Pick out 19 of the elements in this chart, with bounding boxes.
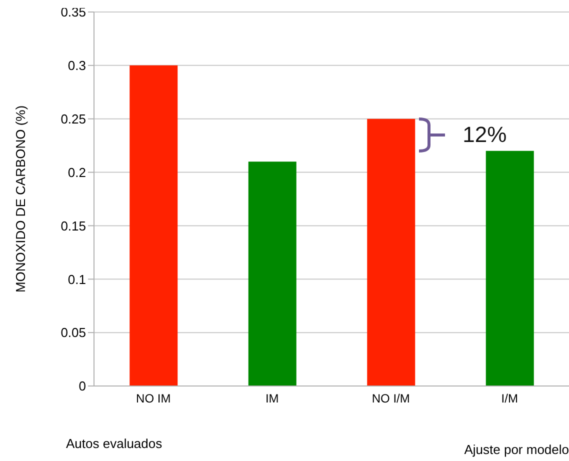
- y-tick-label: 0.25: [60, 111, 86, 126]
- text: Ajuste por modelo: [464, 442, 569, 457]
- annotation: 12%: [462, 122, 507, 148]
- y-tick-label: 0.15: [60, 218, 86, 234]
- bar: [367, 118, 416, 386]
- bar: [130, 65, 178, 386]
- y-axis-title: MONOXIDO DE CARBONO (%): [13, 105, 28, 293]
- x-tick-label: NO IM: [136, 392, 171, 406]
- bar: [248, 162, 296, 386]
- bar: [486, 150, 534, 386]
- text: Autos evaluados: [66, 436, 162, 451]
- x-tick-label: IM: [265, 392, 279, 406]
- y-tick-label: 0.3: [68, 58, 86, 74]
- y-tick-label: 0.05: [60, 325, 86, 340]
- x-tick-label: I/M: [501, 392, 518, 406]
- x-tick-label: NO I/M: [372, 392, 410, 406]
- y-tick-label: 0: [78, 378, 86, 394]
- y-tick-label: 0.1: [68, 272, 86, 287]
- y-tick-label: 0.2: [68, 164, 86, 180]
